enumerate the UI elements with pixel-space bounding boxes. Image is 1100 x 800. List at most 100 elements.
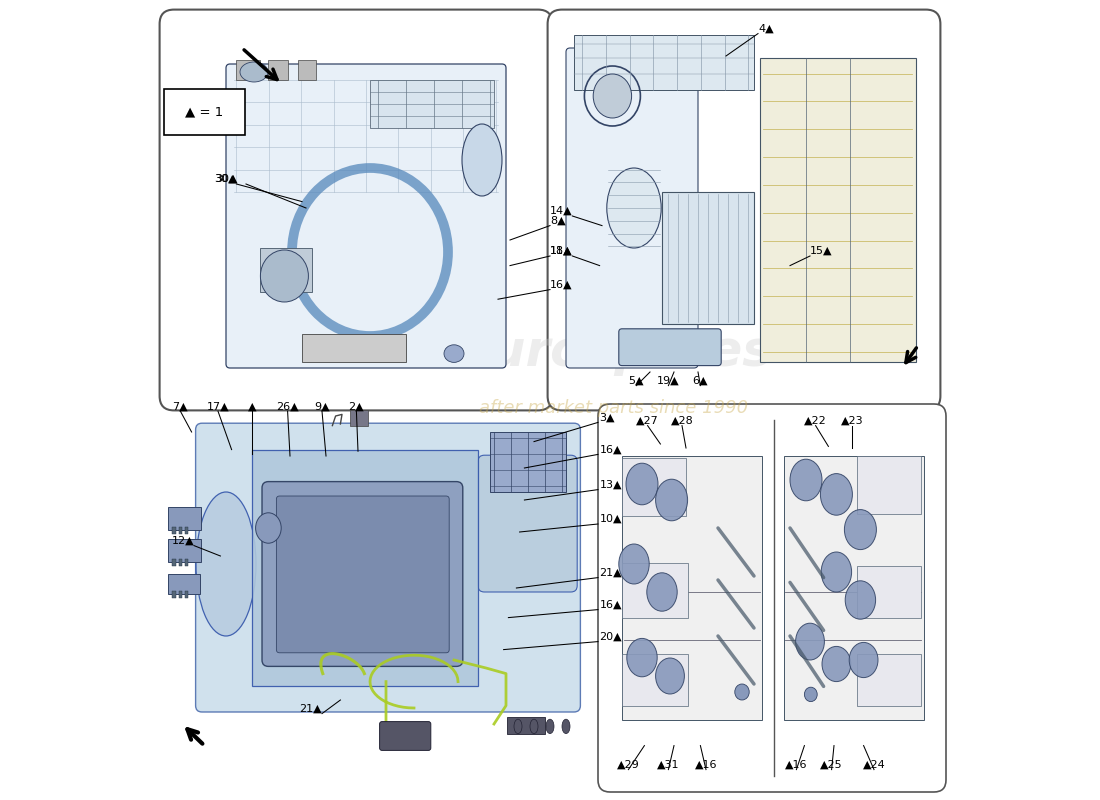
Bar <box>507 717 546 734</box>
FancyBboxPatch shape <box>276 496 449 653</box>
Text: 4▲: 4▲ <box>758 23 773 34</box>
Text: 7▲: 7▲ <box>173 402 188 411</box>
Text: ▲29: ▲29 <box>617 760 640 770</box>
Text: 3▲: 3▲ <box>600 413 615 422</box>
Ellipse shape <box>647 573 678 611</box>
Bar <box>621 458 686 516</box>
Ellipse shape <box>255 513 282 543</box>
Bar <box>621 654 688 706</box>
Bar <box>173 527 176 534</box>
Ellipse shape <box>462 124 502 196</box>
Bar <box>783 456 924 720</box>
Text: ▲31: ▲31 <box>657 760 680 770</box>
Text: 6▲: 6▲ <box>693 375 708 386</box>
Bar <box>185 559 188 566</box>
Bar <box>173 559 176 566</box>
Bar <box>179 527 182 534</box>
Text: ▲24: ▲24 <box>862 760 886 770</box>
Ellipse shape <box>822 646 850 682</box>
Bar <box>167 507 201 530</box>
FancyBboxPatch shape <box>566 48 698 368</box>
Bar <box>179 591 182 598</box>
Text: ▲25: ▲25 <box>821 760 843 770</box>
Bar <box>298 60 316 80</box>
FancyBboxPatch shape <box>160 10 552 410</box>
Text: ▲16: ▲16 <box>695 760 717 770</box>
Bar <box>621 456 762 720</box>
Ellipse shape <box>514 719 522 734</box>
Text: ▲23: ▲23 <box>842 416 864 426</box>
Ellipse shape <box>626 463 658 505</box>
Text: 16▲: 16▲ <box>600 600 623 610</box>
Bar <box>236 60 261 80</box>
Text: 19▲: 19▲ <box>657 375 680 386</box>
Bar <box>268 60 288 80</box>
Text: 13▲: 13▲ <box>600 479 623 490</box>
Ellipse shape <box>845 510 877 550</box>
Ellipse shape <box>562 719 570 734</box>
FancyBboxPatch shape <box>478 455 578 592</box>
Text: 8▲: 8▲ <box>550 215 565 226</box>
Text: 18▲: 18▲ <box>550 246 572 256</box>
Bar <box>185 591 188 598</box>
Ellipse shape <box>735 684 749 700</box>
Text: 21▲: 21▲ <box>600 568 623 578</box>
Bar <box>370 80 494 128</box>
Text: ▲ = 1: ▲ = 1 <box>185 106 223 118</box>
Bar <box>857 566 921 618</box>
Ellipse shape <box>790 459 822 501</box>
Ellipse shape <box>196 492 256 636</box>
Ellipse shape <box>656 658 684 694</box>
Ellipse shape <box>530 719 538 734</box>
FancyBboxPatch shape <box>262 482 463 666</box>
Text: ▲28: ▲28 <box>671 416 693 426</box>
Text: 12▲: 12▲ <box>172 536 194 546</box>
Ellipse shape <box>627 638 657 677</box>
Text: 26▲: 26▲ <box>276 402 299 411</box>
Bar <box>167 574 199 594</box>
Text: 30▲: 30▲ <box>213 174 236 184</box>
Ellipse shape <box>607 168 661 248</box>
Text: 10▲: 10▲ <box>600 514 623 524</box>
Bar <box>185 527 188 534</box>
Text: 15▲: 15▲ <box>810 246 833 256</box>
Ellipse shape <box>849 642 878 678</box>
Ellipse shape <box>845 581 876 619</box>
Ellipse shape <box>546 719 554 734</box>
Text: ▲27: ▲27 <box>636 416 659 426</box>
Text: after market parts since 1990: after market parts since 1990 <box>480 399 749 417</box>
FancyBboxPatch shape <box>196 423 581 712</box>
Text: 30▲: 30▲ <box>216 174 238 184</box>
Text: 21▲: 21▲ <box>299 704 322 714</box>
Ellipse shape <box>444 345 464 362</box>
Ellipse shape <box>822 552 851 592</box>
Bar <box>350 410 367 426</box>
Text: 5▲: 5▲ <box>629 375 645 386</box>
Bar <box>179 559 182 566</box>
FancyBboxPatch shape <box>598 404 946 792</box>
Bar <box>574 35 754 90</box>
Bar <box>261 248 312 292</box>
Text: ▲16: ▲16 <box>785 760 807 770</box>
FancyBboxPatch shape <box>164 89 245 135</box>
Text: ▲22: ▲22 <box>804 416 827 426</box>
Bar <box>252 450 478 686</box>
Text: 17▲: 17▲ <box>207 402 229 411</box>
Bar <box>173 591 176 598</box>
FancyBboxPatch shape <box>548 10 940 410</box>
Bar <box>302 334 406 362</box>
Ellipse shape <box>619 544 649 584</box>
Ellipse shape <box>795 623 824 660</box>
Bar <box>167 539 201 562</box>
Ellipse shape <box>240 62 268 82</box>
Text: 2▲: 2▲ <box>349 402 364 411</box>
Bar <box>490 432 566 492</box>
Ellipse shape <box>821 474 852 515</box>
Bar <box>857 456 921 514</box>
Text: 9▲: 9▲ <box>315 402 330 411</box>
Text: eurospares: eurospares <box>456 328 772 376</box>
FancyBboxPatch shape <box>619 329 722 366</box>
Ellipse shape <box>261 250 308 302</box>
Bar <box>857 654 921 706</box>
Ellipse shape <box>804 687 817 702</box>
